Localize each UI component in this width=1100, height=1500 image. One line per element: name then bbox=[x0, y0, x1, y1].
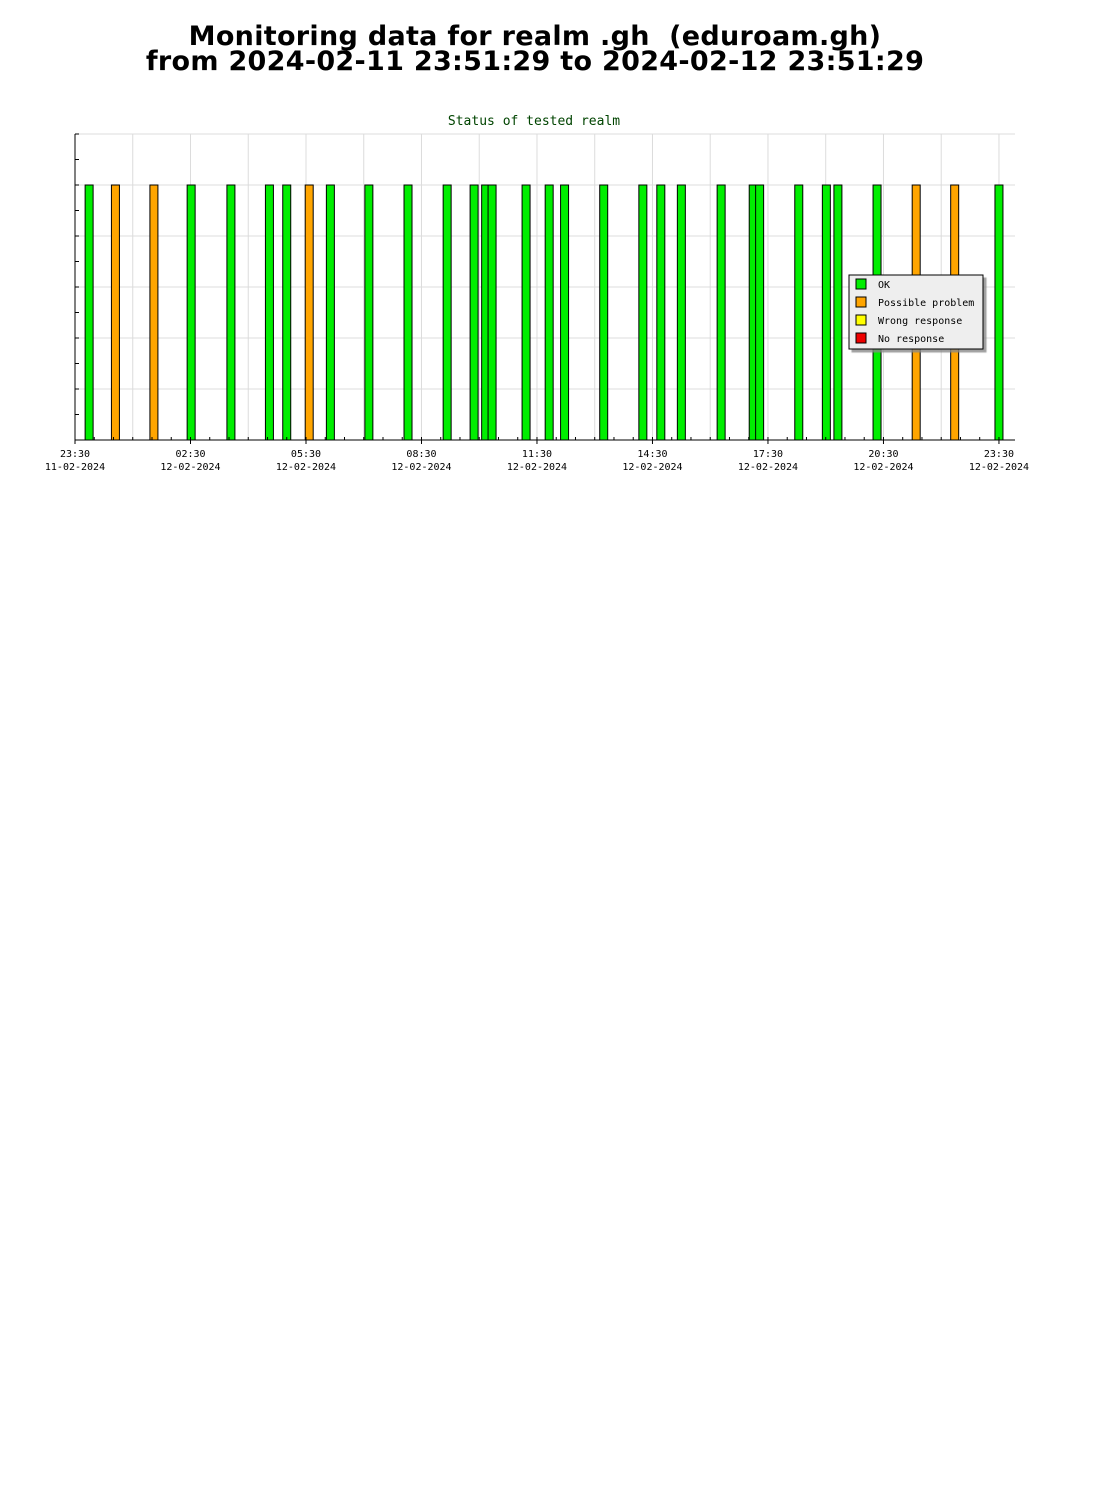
x-tick-date-label: 12-02-2024 bbox=[738, 462, 798, 473]
x-tick-time-label: 20:30 bbox=[868, 449, 898, 460]
x-tick-date-label: 11-02-2024 bbox=[45, 462, 105, 473]
bar bbox=[469, 184, 479, 441]
x-tick-date-label: 12-02-2024 bbox=[507, 462, 567, 473]
bar bbox=[325, 184, 335, 441]
legend-label: No response bbox=[878, 334, 944, 345]
chart-axes bbox=[74, 133, 1015, 444]
bar bbox=[110, 184, 120, 441]
x-tick-date-label: 12-02-2024 bbox=[391, 462, 451, 473]
legend-box bbox=[848, 274, 984, 350]
bar bbox=[282, 184, 292, 441]
legend-label: Possible problem bbox=[878, 298, 974, 309]
bar bbox=[833, 184, 843, 441]
x-tick-date-label: 12-02-2024 bbox=[622, 462, 682, 473]
bar bbox=[599, 184, 609, 441]
bar bbox=[442, 184, 452, 441]
x-axis-labels: 23:30 11-02-2024 02:30 12-02-2024 05:30 12-02… bbox=[45, 449, 1029, 473]
page-heading: Monitoring data for realm .gh (eduroam.g… bbox=[0, 21, 1070, 77]
legend-label: OK bbox=[878, 280, 890, 291]
x-tick-time-label: 23:30 bbox=[984, 449, 1014, 460]
x-tick-time-label: 17:30 bbox=[753, 449, 783, 460]
bar bbox=[560, 184, 570, 441]
x-tick-time-label: 05:30 bbox=[291, 449, 321, 460]
x-tick-time-label: 14:30 bbox=[637, 449, 667, 460]
bar bbox=[716, 184, 726, 441]
bar bbox=[676, 184, 686, 441]
x-tick-time-label: 08:30 bbox=[406, 449, 436, 460]
bar bbox=[794, 184, 804, 441]
bar bbox=[84, 184, 94, 441]
bar bbox=[544, 184, 554, 441]
legend-swatch bbox=[855, 332, 867, 344]
legend-label: Wrong response bbox=[878, 316, 962, 327]
bar bbox=[656, 184, 666, 441]
x-tick-date-label: 12-02-2024 bbox=[853, 462, 913, 473]
x-tick-date-label: 12-02-2024 bbox=[969, 462, 1029, 473]
bar bbox=[149, 184, 159, 441]
bar bbox=[821, 184, 831, 441]
bar bbox=[364, 184, 374, 441]
bar bbox=[403, 184, 413, 441]
bar bbox=[186, 184, 196, 441]
page-title-line1: Monitoring data for realm .gh (eduroam.g… bbox=[188, 21, 882, 52]
legend-swatch bbox=[855, 278, 867, 290]
bar bbox=[521, 184, 531, 441]
x-tick-time-label: 23:30 bbox=[60, 449, 90, 460]
bar bbox=[304, 184, 314, 441]
page-title-line2: from 2024-02-11 23:51:29 to 2024-02-12 2… bbox=[145, 46, 925, 77]
bar bbox=[755, 184, 765, 441]
legend-swatch bbox=[855, 296, 867, 308]
bar bbox=[994, 184, 1004, 441]
bar bbox=[638, 184, 648, 441]
x-tick-time-label: 02:30 bbox=[175, 449, 205, 460]
legend-swatch bbox=[855, 314, 867, 326]
x-tick-date-label: 12-02-2024 bbox=[160, 462, 220, 473]
x-tick-date-label: 12-02-2024 bbox=[276, 462, 336, 473]
x-tick-time-label: 11:30 bbox=[522, 449, 552, 460]
chart-legend: OK Possible problem Wrong response No respo… bbox=[848, 274, 984, 350]
bar bbox=[487, 184, 497, 441]
chart-title: Status of tested realm bbox=[448, 114, 620, 129]
status-chart: Status of tested realm 23:30 11-02-2024 02… bbox=[45, 114, 1029, 473]
bar bbox=[264, 184, 274, 441]
bar bbox=[226, 184, 236, 441]
